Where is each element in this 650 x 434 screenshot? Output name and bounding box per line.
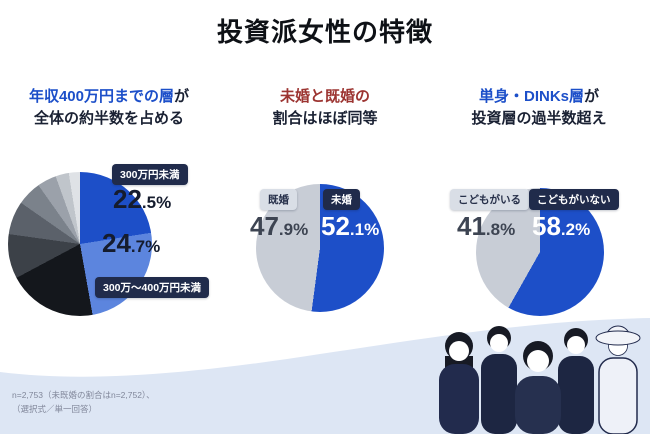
label-badge-3m-to-4m: 300万〜400万円未満: [95, 277, 210, 298]
chart3-heading-line2: 投資層の過半数超え: [471, 109, 607, 127]
woman-2: [481, 326, 517, 434]
women-group-illustration: [439, 325, 641, 434]
pct-3m-to-4m: 24.7%: [102, 228, 161, 258]
label-badge-no-children: こどもがいない: [529, 189, 619, 210]
label-badge-unmarried: 未婚: [323, 189, 360, 210]
chart1-heading-line2: 全体の約半数を占める: [33, 109, 184, 127]
chart2-heading-line1: 未婚と既婚の: [222, 86, 428, 108]
pct-married: 47.9%: [250, 211, 309, 241]
pct-under-3m: 22.5%: [113, 184, 172, 214]
chart2-heading: 未婚と既婚の 割合はほぼ同等: [222, 86, 428, 130]
chart3-heading-highlight: 単身・DINKs層: [478, 88, 584, 105]
label-badge-under-3m: 300万円未満: [112, 164, 188, 185]
chart3-heading: 単身・DINKs層が 投資層の過半数超え: [432, 86, 646, 130]
pct-no-children: 58.2%: [532, 211, 591, 241]
footnote-line1: n=2,753（未既婚の割合はn=2,752）、: [12, 390, 155, 400]
woman-1: [439, 332, 479, 434]
chart3-heading-line1: 単身・DINKs層が: [432, 86, 646, 108]
chart1-heading: 年収400万円までの層が 全体の約半数を占める: [2, 86, 216, 130]
woman-4: [558, 328, 594, 434]
label-badge-married: 既婚: [260, 189, 297, 210]
chart2-heading-highlight: 未婚と既婚の: [279, 88, 370, 105]
pct-unmarried: 52.1%: [321, 211, 380, 241]
chart1-heading-highlight: 年収400万円までの層: [28, 88, 174, 105]
page-title: 投資派女性の特徴: [216, 17, 433, 47]
woman-hat: [595, 325, 641, 434]
footnote: n=2,753（未既婚の割合はn=2,752）、 （選択式／単一回答）: [12, 388, 155, 416]
label-badge-has-children: こどもがいる: [450, 189, 529, 210]
chart1-heading-line1: 年収400万円までの層が: [2, 86, 216, 108]
chart3-heading-suffix: が: [584, 88, 600, 105]
woman-3: [515, 341, 561, 434]
pct-has-children: 41.8%: [457, 211, 516, 241]
chart2-heading-line2: 割合はほぼ同等: [272, 109, 378, 127]
footnote-line2: （選択式／単一回答）: [12, 404, 98, 415]
chart1-heading-suffix: が: [174, 88, 190, 105]
